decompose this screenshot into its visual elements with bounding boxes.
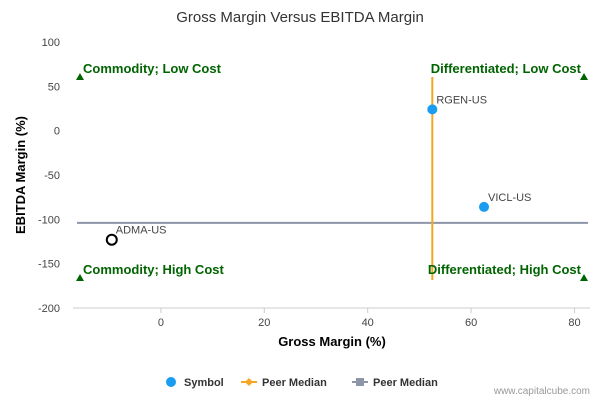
x-tick-label: 80 — [568, 317, 580, 329]
x-axis-title: Gross Margin (%) — [278, 334, 386, 349]
legend-label: Symbol — [184, 377, 224, 389]
quadrant-labels: Commodity; Low Cost Differentiated; Low C… — [76, 61, 588, 281]
legend-item-2[interactable]: Peer Median — [352, 377, 438, 389]
chart-title: Gross Margin Versus EBITDA Margin — [176, 9, 424, 26]
y-axis-title: EBITDA Margin (%) — [13, 116, 28, 234]
y-tick-label: 50 — [48, 81, 60, 93]
legend-label: Peer Median — [373, 377, 438, 389]
credit-text: www.capitalcube.com — [493, 386, 590, 397]
quadrant-marker-icon — [580, 73, 588, 80]
y-tick-label: -50 — [44, 170, 60, 182]
legend-diamond-icon — [245, 378, 253, 386]
y-tick-label: -100 — [38, 214, 60, 226]
y-axis-ticks: 100 50 0 -50 -100 -150 -200 — [38, 37, 60, 315]
point-label-rgen-us: RGEN-US — [436, 94, 487, 106]
y-tick-label: 0 — [54, 126, 60, 138]
x-tick-label: 20 — [258, 317, 270, 329]
point-rgen-us[interactable] — [427, 104, 438, 115]
quadrant-label-top-left: Commodity; Low Cost — [83, 61, 222, 76]
quadrant-marker-icon — [76, 274, 84, 281]
legend[interactable]: Symbol Peer Median Peer Median — [166, 377, 438, 389]
x-tick-label: 40 — [362, 317, 374, 329]
point-adma-us[interactable] — [105, 233, 118, 246]
point-label-vicl-us: VICL-US — [488, 192, 531, 204]
x-tick-label: 60 — [465, 317, 477, 329]
data-points: RGEN-US VICL-US ADMA-US — [105, 94, 531, 246]
quadrant-marker-icon — [76, 73, 84, 80]
quadrant-label-bottom-left: Commodity; High Cost — [83, 262, 224, 277]
peer-median-lines — [77, 77, 588, 280]
y-tick-label: -200 — [38, 303, 60, 315]
quadrant-label-top-right: Differentiated; Low Cost — [431, 61, 582, 76]
quadrant-label-bottom-right: Differentiated; High Cost — [428, 262, 582, 277]
legend-item-0[interactable]: Symbol — [166, 377, 224, 389]
legend-square-icon — [356, 378, 364, 386]
x-axis-ticks: 0 20 40 60 80 — [158, 308, 581, 329]
y-tick-label: 100 — [42, 37, 60, 49]
point-vicl-us[interactable] — [479, 201, 490, 212]
legend-symbol-icon — [166, 377, 176, 387]
x-tick-label: 0 — [158, 317, 164, 329]
legend-item-1[interactable]: Peer Median — [241, 377, 327, 389]
y-tick-label: -150 — [38, 259, 60, 271]
legend-label: Peer Median — [262, 377, 327, 389]
quadrant-marker-icon — [580, 274, 588, 281]
point-label-adma-us: ADMA-US — [116, 225, 167, 237]
